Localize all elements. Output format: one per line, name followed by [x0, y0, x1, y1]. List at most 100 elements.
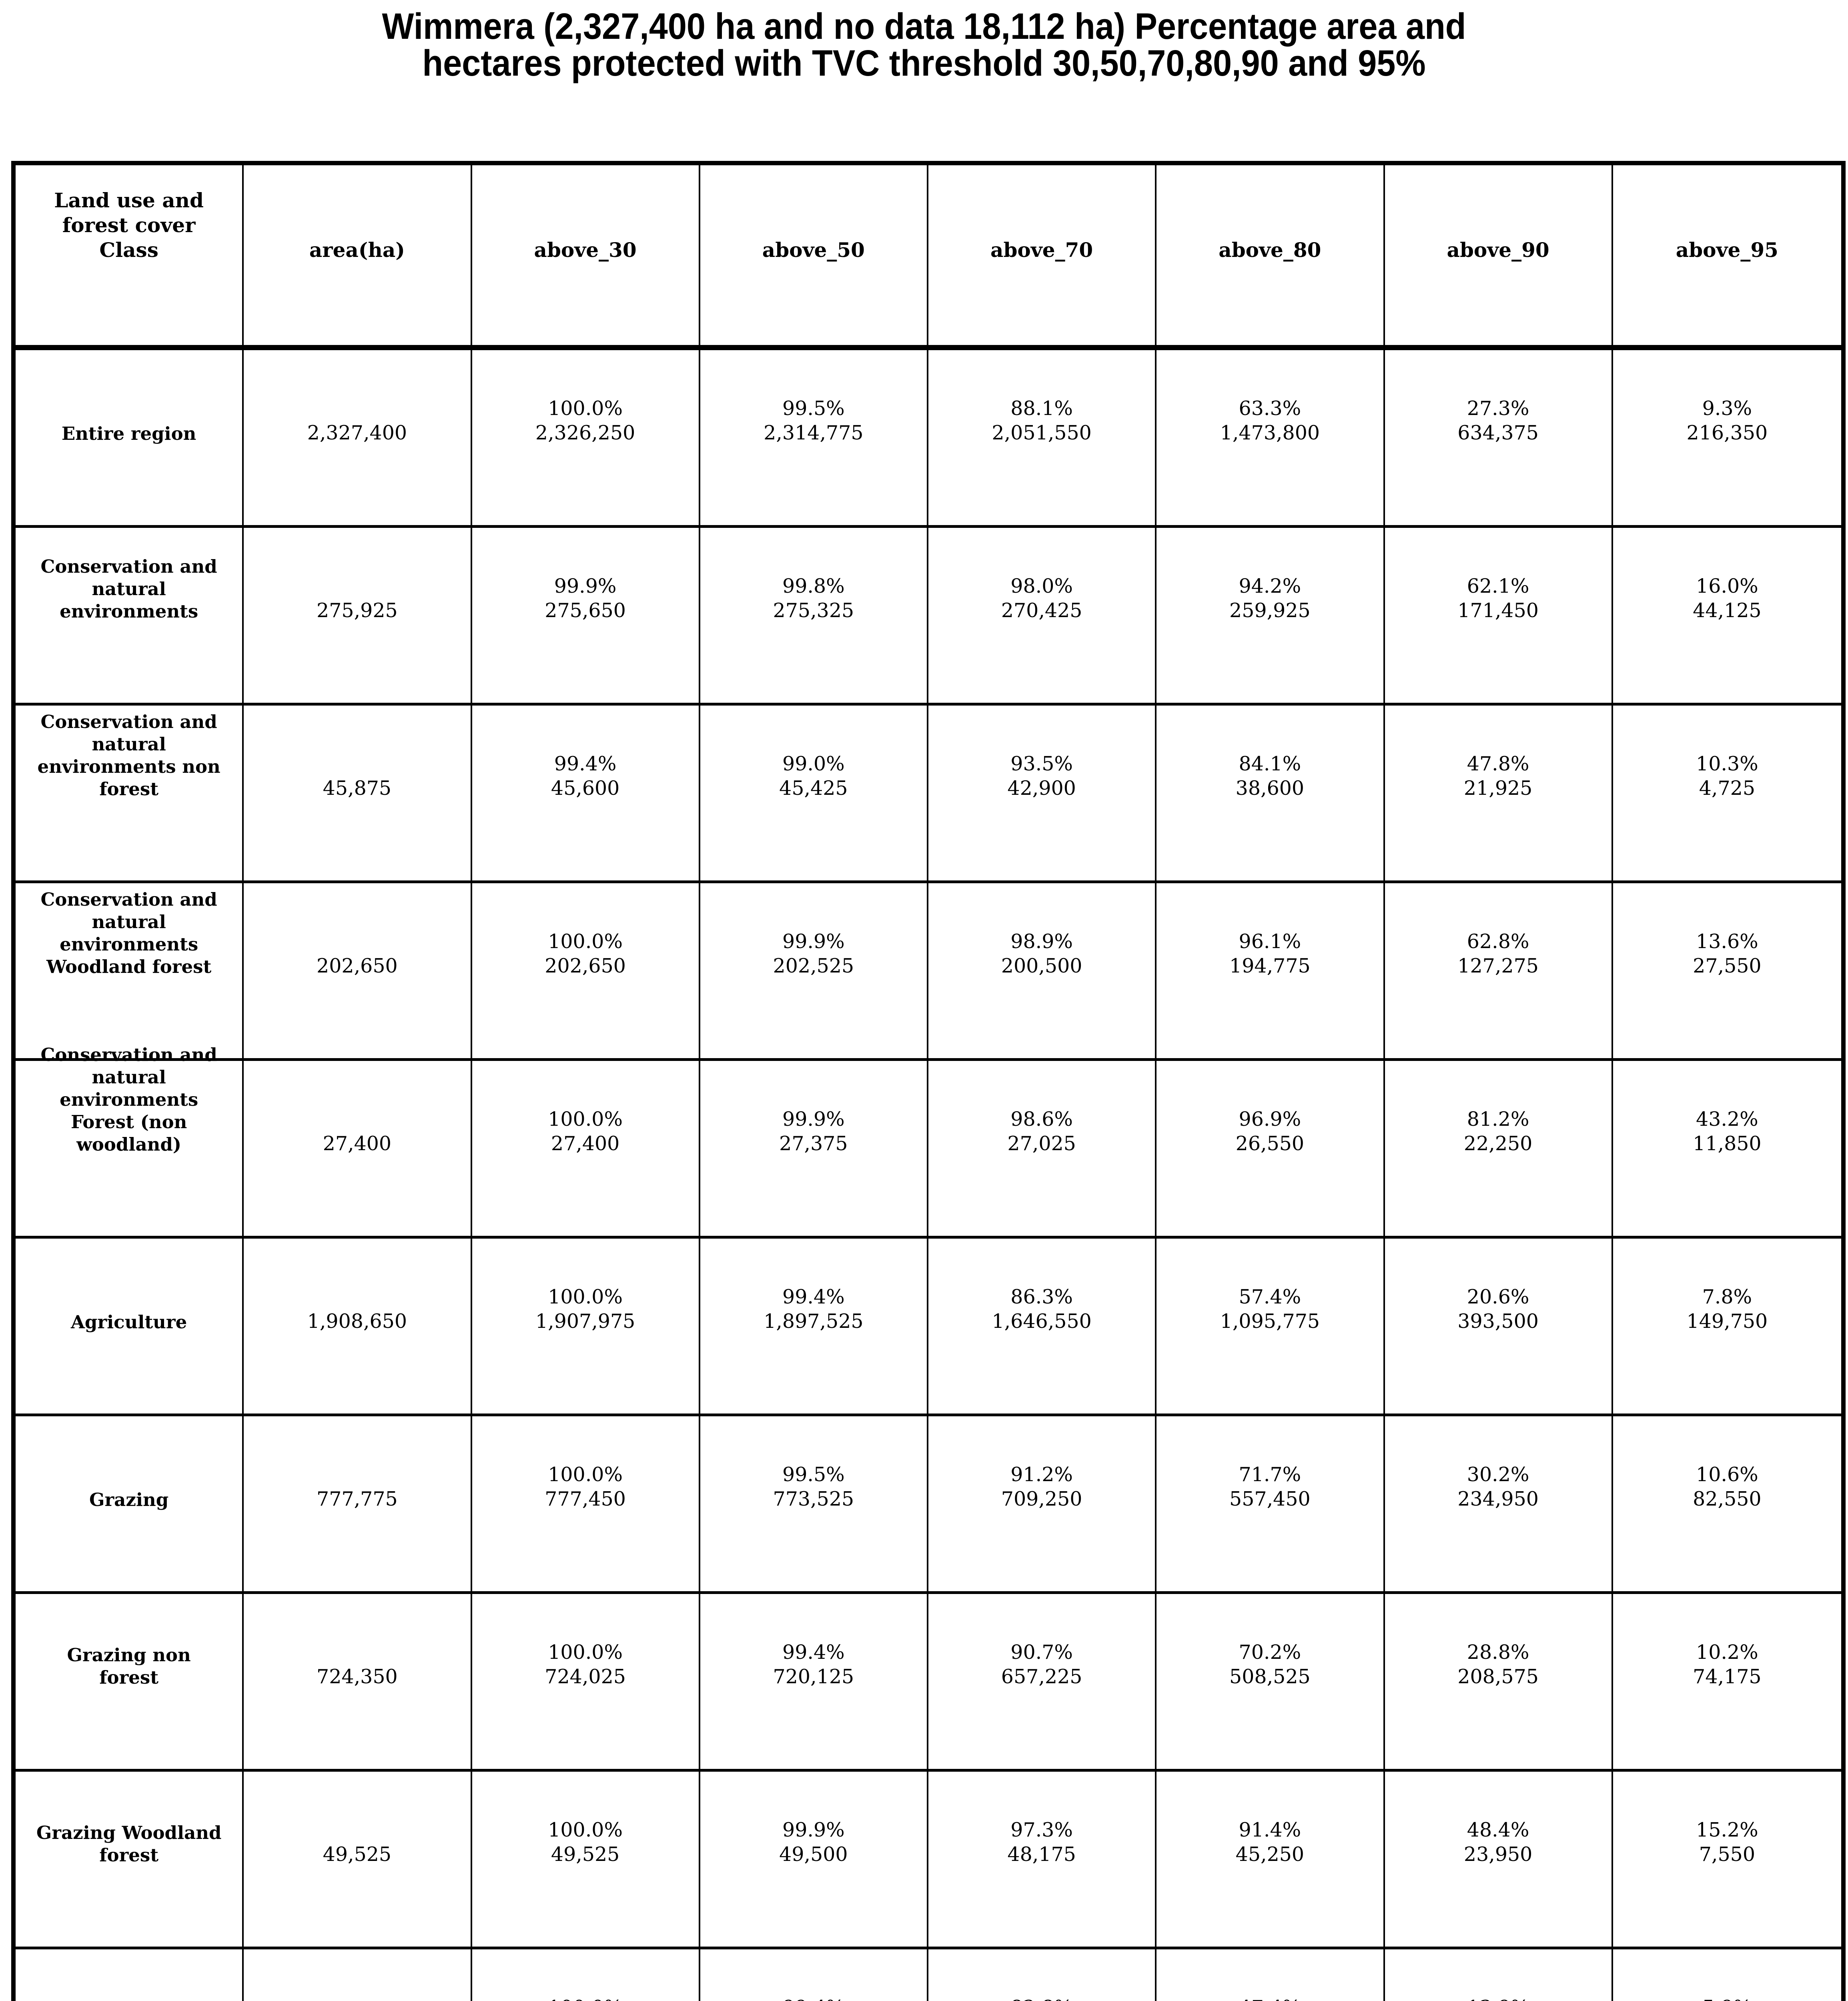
- percent-value: 5.9%: [1616, 1995, 1838, 2001]
- percent-value: 10.2%: [1696, 1640, 1758, 1664]
- percent-value: 20.6%: [1467, 1285, 1529, 1308]
- hectares-value: 1,646,550: [992, 1309, 1092, 1333]
- percent-value: 100.0%: [548, 397, 623, 420]
- threshold-cell: 48.4% 23,950: [1385, 1772, 1613, 1949]
- data-table: Land use and forest cover Class area(ha) a…: [11, 161, 1846, 2001]
- row-label: Conservation and natural environments: [40, 555, 217, 622]
- area-value: 275,925: [317, 599, 398, 622]
- column-header-label: area(ha): [309, 238, 405, 262]
- threshold-cell: 99.9% 202,525: [700, 883, 928, 1061]
- column-header-label: above_50: [762, 238, 865, 262]
- percent-value: 99.9%: [554, 574, 617, 597]
- threshold-values: 13.6% 27,550: [1616, 929, 1838, 978]
- percent-value: 47.4%: [1160, 1995, 1380, 2001]
- threshold-cell: 47.8% 21,925: [1385, 706, 1613, 883]
- hectares-value: 275,325: [773, 599, 854, 622]
- threshold-values: 98.9% 200,500: [932, 929, 1152, 978]
- threshold-values: 90.7% 657,225: [932, 1640, 1152, 1689]
- percent-value: 99.4%: [704, 1995, 924, 2001]
- area-value: 2,327,400: [307, 421, 407, 444]
- percent-value: 93.5%: [1010, 752, 1073, 775]
- threshold-values: 28.8% 208,575: [1388, 1640, 1608, 1689]
- percent-value: 97.3%: [1010, 1818, 1073, 1841]
- row-label: Conservation and natural environments Fo…: [40, 1044, 217, 1155]
- threshold-cell: 70.2% 508,525: [1157, 1594, 1385, 1772]
- hectares-value: 2,326,250: [535, 421, 635, 444]
- area-cell: 724,350: [244, 1594, 472, 1772]
- percent-value: 98.9%: [1010, 930, 1073, 953]
- percent-value: 96.1%: [1239, 930, 1301, 953]
- percent-value: 84.1%: [1239, 752, 1301, 775]
- percent-value: 48.4%: [1467, 1818, 1529, 1841]
- percent-value: 43.2%: [1696, 1107, 1758, 1131]
- threshold-cell: 43.2% 11,850: [1613, 1061, 1841, 1239]
- column-header-label: Land use and forest cover Class: [54, 188, 204, 262]
- threshold-cell: 100.0%1,125,250: [472, 1949, 700, 2001]
- column-header: area(ha): [244, 165, 472, 350]
- threshold-values: 99.4% 1,897,525: [704, 1285, 924, 1333]
- area-cell: 202,650: [244, 883, 472, 1061]
- hectares-value: 45,425: [779, 776, 848, 800]
- threshold-cell: 13.9%156,225: [1385, 1949, 1613, 2001]
- column-header-label: above_30: [534, 238, 637, 262]
- area-cell: 1,125,600: [244, 1949, 472, 2001]
- hectares-value: 208,575: [1457, 1665, 1539, 1688]
- hectares-value: 23,950: [1463, 1843, 1533, 1866]
- percent-value: 100.0%: [548, 1818, 623, 1841]
- row-label: Grazing Woodland forest: [36, 1822, 222, 1866]
- hectares-value: 49,500: [779, 1843, 848, 1866]
- threshold-values: 30.2% 234,950: [1388, 1462, 1608, 1511]
- threshold-cell: 10.6% 82,550: [1613, 1416, 1841, 1594]
- threshold-values: 48.4% 23,950: [1388, 1818, 1608, 1867]
- threshold-cell: 10.3% 4,725: [1613, 706, 1841, 883]
- hectares-value: 202,650: [545, 954, 626, 977]
- threshold-values: 10.3% 4,725: [1616, 752, 1838, 800]
- percent-value: 99.5%: [782, 397, 845, 420]
- area-cell: 45,875: [244, 706, 472, 883]
- percent-value: 63.3%: [1239, 397, 1301, 420]
- percent-value: 96.9%: [1239, 1107, 1301, 1131]
- hectares-value: 234,950: [1457, 1487, 1539, 1510]
- percent-value: 98.0%: [1010, 574, 1073, 597]
- threshold-cell: 63.3% 1,473,800: [1157, 350, 1385, 528]
- threshold-cell: 98.6% 27,025: [928, 1061, 1157, 1239]
- threshold-values: 86.3% 1,646,550: [932, 1285, 1152, 1333]
- threshold-cell: 100.0% 724,025: [472, 1594, 700, 1772]
- hectares-value: 27,375: [779, 1132, 848, 1155]
- percent-value: 81.2%: [1467, 1107, 1529, 1131]
- column-header-label: above_90: [1447, 238, 1549, 262]
- percent-value: 30.2%: [1467, 1463, 1529, 1486]
- threshold-cell: 57.4% 1,095,775: [1157, 1239, 1385, 1416]
- threshold-cell: 84.1% 38,600: [1157, 706, 1385, 883]
- row-label-cell: Grazing: [16, 1416, 244, 1594]
- percent-value: 91.4%: [1239, 1818, 1301, 1841]
- percent-value: 99.4%: [782, 1285, 845, 1308]
- percent-value: 10.3%: [1696, 752, 1758, 775]
- threshold-values: 99.4% 720,125: [704, 1640, 924, 1689]
- threshold-cell: 99.9% 275,650: [472, 528, 700, 706]
- percent-value: 15.2%: [1696, 1818, 1758, 1841]
- percent-value: 99.5%: [782, 1463, 845, 1486]
- threshold-values: 91.4% 45,250: [1160, 1818, 1380, 1867]
- column-header: Land use and forest cover Class: [16, 165, 244, 350]
- hectares-value: 27,025: [1007, 1132, 1076, 1155]
- row-label-cell: Cropping: [16, 1949, 244, 2001]
- hectares-value: 720,125: [773, 1665, 854, 1688]
- threshold-values: 100.0% 27,400: [475, 1107, 696, 1156]
- threshold-cell: 98.0% 270,425: [928, 528, 1157, 706]
- threshold-cell: 99.5% 773,525: [700, 1416, 928, 1594]
- threshold-values: 62.8% 127,275: [1388, 929, 1608, 978]
- hectares-value: 45,250: [1235, 1843, 1305, 1866]
- threshold-cell: 99.4% 720,125: [700, 1594, 928, 1772]
- threshold-cell: 91.4% 45,250: [1157, 1772, 1385, 1949]
- threshold-cell: 100.0% 1,907,975: [472, 1239, 700, 1416]
- hectares-value: 259,925: [1229, 599, 1311, 622]
- threshold-values: 100.0% 724,025: [475, 1640, 696, 1689]
- area-cell: 2,327,400: [244, 350, 472, 528]
- hectares-value: 1,907,975: [535, 1309, 635, 1333]
- row-label-cell: Entire region: [16, 350, 244, 528]
- percent-value: 99.9%: [782, 1818, 845, 1841]
- threshold-values: 99.9% 202,525: [704, 929, 924, 978]
- threshold-cell: 96.1% 194,775: [1157, 883, 1385, 1061]
- row-label: Agriculture: [71, 1311, 187, 1333]
